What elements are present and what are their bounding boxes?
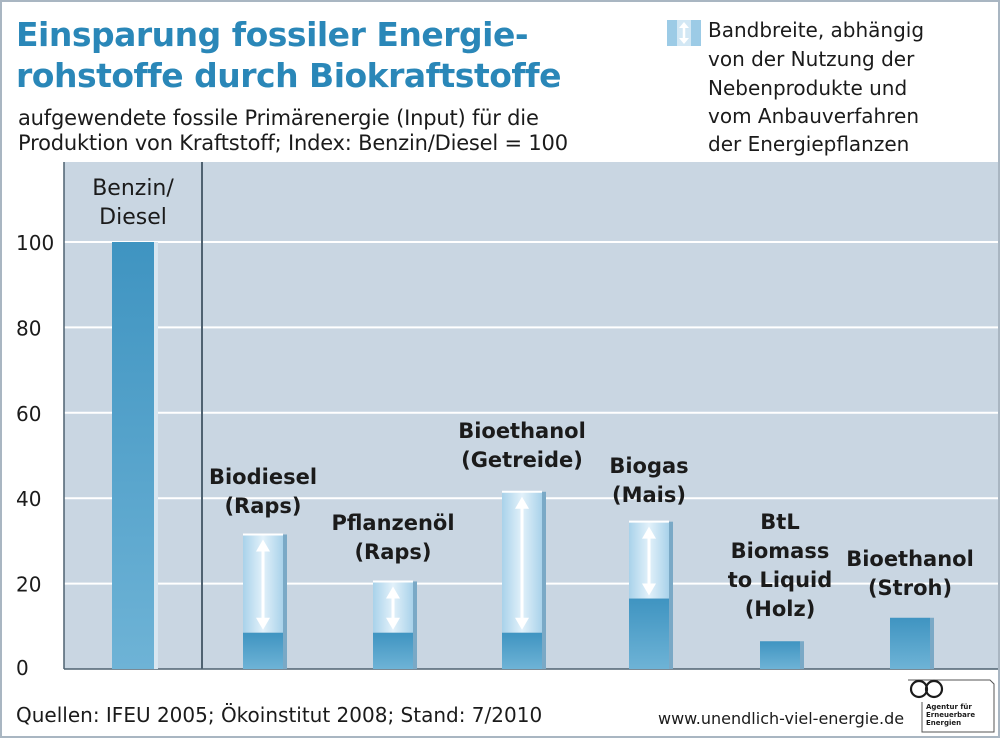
category-label-5-line-2: to Liquid: [728, 568, 833, 592]
category-label-2-line-0: Pflanzenöl: [331, 511, 454, 535]
bar-min-1: [243, 632, 283, 669]
bar-benzin-diesel: [112, 242, 154, 669]
bar-min-6: [890, 617, 930, 669]
category-label-4-line-1: (Mais): [612, 483, 686, 507]
category-label-2-line-1: (Raps): [354, 540, 431, 564]
logo-text-line-2: Erneuerbare: [926, 711, 976, 719]
range-arrow-down-4: [642, 583, 656, 596]
legend-line-1: Bandbreite, abhängig: [708, 18, 925, 42]
bar-shade-6: [930, 617, 934, 669]
website-link[interactable]: www.unendlich-viel-energie.de: [658, 709, 905, 728]
category-label-3-line-0: Bioethanol: [458, 419, 586, 443]
legend-line-3: Nebenprodukte und: [708, 76, 908, 100]
y-tick-label-80: 80: [16, 316, 41, 340]
legend-line-4: vom Anbauverfahren: [708, 104, 919, 128]
range-arrow-up-3: [515, 496, 529, 509]
category-label-5-line-1: Biomass: [731, 539, 830, 563]
bar-min-2: [373, 632, 413, 669]
bar-min-3: [502, 632, 542, 669]
bar-shade-1: [283, 534, 287, 669]
category-label-4-line-0: Biogas: [609, 454, 688, 478]
range-arrow-up-2: [386, 586, 400, 599]
logo-text-line-1: Agentur für: [926, 703, 972, 711]
bar-shade-4: [669, 521, 673, 669]
bar-shade-2: [413, 581, 417, 669]
category-label-5-line-0: BtL: [760, 510, 799, 534]
chart-subtitle-line-1: aufgewendete fossile Primärenergie (Inpu…: [18, 106, 539, 130]
category-label-6-line-1: (Stroh): [868, 576, 952, 600]
range-arrow-down-2: [386, 617, 400, 630]
category-label-1-line-0: Biodiesel: [209, 465, 317, 489]
y-tick-label-20: 20: [16, 573, 41, 597]
bar-min-4: [629, 598, 669, 669]
chart-title-line-1: Einsparung fossiler Energie-: [16, 15, 529, 54]
bar-shade-5: [800, 641, 804, 669]
category-label-0-line-1: Diesel: [99, 205, 167, 230]
agentur-logo-icon: [908, 679, 995, 733]
y-tick-label-0: 0: [16, 656, 29, 680]
bar-shade-3: [542, 491, 546, 669]
category-label-0-line-0: Benzin/: [92, 176, 174, 201]
chart-subtitle-line-2: Produktion von Kraftstoff; Index: Benzin…: [18, 131, 568, 155]
range-arrow-up-1: [256, 539, 270, 552]
sources-footer: Quellen: IFEU 2005; Ökoinstitut 2008; St…: [16, 703, 543, 727]
range-arrow-up-4: [642, 526, 656, 539]
range-arrow-down-1: [256, 617, 270, 630]
category-label-5-line-3: (Holz): [745, 597, 816, 621]
y-tick-label-100: 100: [16, 231, 54, 255]
chart-title-line-2: rohstoffe durch Biokraftstoffe: [16, 56, 562, 95]
category-label-1-line-1: (Raps): [224, 494, 301, 518]
legend-line-5: der Energiepflanzen: [708, 132, 910, 156]
bar-benzin-diesel-shade: [154, 242, 158, 669]
range-legend-icon: [667, 20, 701, 46]
y-tick-label-60: 60: [16, 402, 41, 426]
logo-text-line-3: Energien: [926, 719, 962, 727]
bar-min-5: [760, 641, 800, 669]
y-tick-label-40: 40: [16, 487, 41, 511]
category-label-3-line-1: (Getreide): [461, 448, 583, 472]
category-label-6-line-0: Bioethanol: [846, 547, 974, 571]
legend-line-2: von der Nutzung der: [708, 47, 915, 71]
range-arrow-down-3: [515, 617, 529, 630]
